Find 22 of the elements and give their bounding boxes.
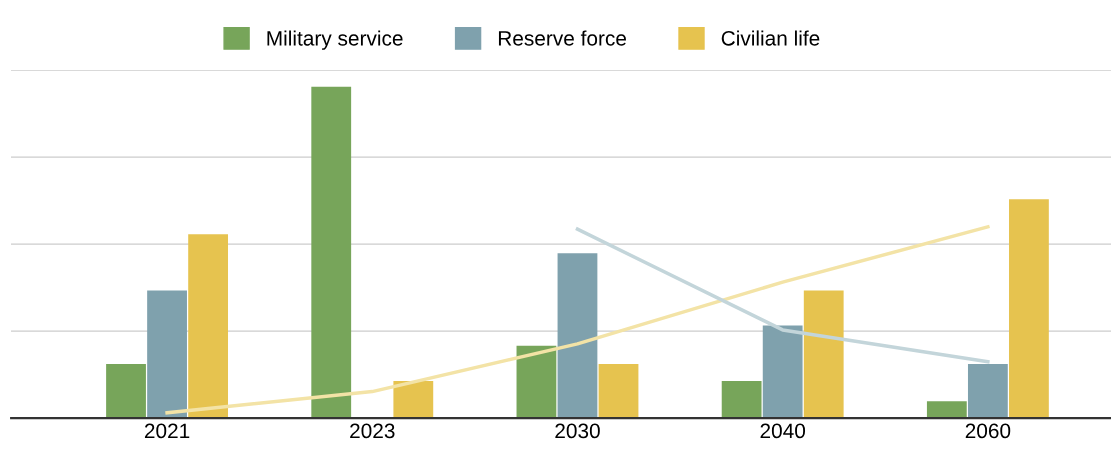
bar <box>188 234 229 419</box>
bar <box>557 253 598 419</box>
bar <box>598 364 639 419</box>
bar <box>762 325 803 419</box>
bar <box>926 401 967 419</box>
legend-label: Reserve force <box>498 30 627 46</box>
bar <box>147 290 187 419</box>
bar <box>803 290 844 419</box>
bar <box>393 380 434 419</box>
bar <box>1009 199 1049 419</box>
x-tick-label: 2021 <box>144 423 190 439</box>
legend-label: Civilian life <box>721 30 820 46</box>
bar <box>311 86 352 419</box>
x-tick-label: 2060 <box>965 423 1011 439</box>
bar <box>721 380 762 419</box>
bar <box>967 364 1008 419</box>
x-tick-label: 2030 <box>555 423 600 439</box>
x-tick-label: 2040 <box>760 423 806 439</box>
x-tick-label: 2023 <box>350 423 395 439</box>
bar <box>106 364 146 419</box>
legend-label: Military service <box>267 30 403 50</box>
bar <box>516 345 557 419</box>
